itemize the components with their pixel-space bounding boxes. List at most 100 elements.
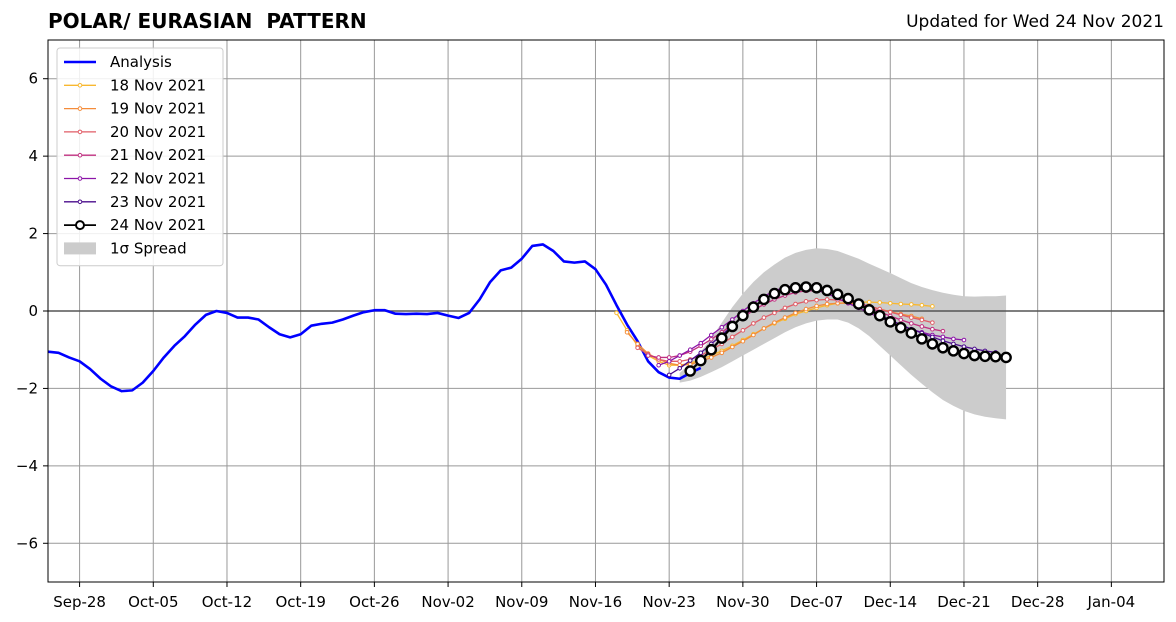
x-tick-label: Dec-21 bbox=[937, 593, 991, 611]
data-point bbox=[751, 321, 756, 326]
data-point bbox=[772, 310, 777, 316]
axes: Sep-28 Oct-05 Oct-12 Oct-19 Oct-26 Nov-02 Nov-… bbox=[16, 39, 1165, 611]
data-point bbox=[751, 332, 756, 338]
data-point bbox=[768, 287, 781, 300]
data-point bbox=[961, 337, 967, 343]
legend-label: 21 Nov 2021 bbox=[110, 146, 206, 164]
data-point bbox=[694, 354, 707, 367]
data-point bbox=[624, 329, 630, 335]
data-point bbox=[614, 310, 619, 316]
data-point bbox=[779, 283, 791, 296]
data-point bbox=[873, 309, 886, 322]
x-tick-label: Oct-05 bbox=[128, 593, 178, 611]
y-tick-label: −4 bbox=[16, 457, 38, 475]
legend-entry: Analysis bbox=[64, 53, 172, 71]
data-point bbox=[989, 350, 1002, 363]
data-point bbox=[793, 301, 798, 307]
data-point bbox=[730, 334, 735, 340]
data-point bbox=[919, 302, 925, 308]
data-point bbox=[684, 365, 697, 377]
x-tick-label: Dec-07 bbox=[790, 593, 844, 611]
data-point bbox=[698, 350, 704, 356]
legend-entry: 18 Nov 2021 bbox=[64, 76, 206, 94]
x-tick-label: Nov-30 bbox=[716, 593, 769, 611]
x-tick-label: Sep-28 bbox=[53, 593, 106, 611]
data-point bbox=[968, 349, 981, 362]
data-point bbox=[824, 301, 830, 307]
x-tick-label: Nov-09 bbox=[495, 593, 548, 611]
data-point bbox=[930, 320, 935, 325]
legend-marker bbox=[77, 83, 83, 88]
legend-entry: 1σ Spread bbox=[64, 239, 187, 257]
legend-entry: 22 Nov 2021 bbox=[64, 170, 206, 188]
data-point bbox=[852, 298, 865, 310]
data-point bbox=[656, 355, 661, 360]
legend-marker bbox=[77, 152, 83, 158]
data-point bbox=[863, 304, 876, 316]
data-point bbox=[803, 299, 809, 304]
series-line bbox=[47, 243, 702, 393]
data-point bbox=[708, 336, 714, 342]
legend-marker bbox=[77, 106, 83, 111]
legend-label: 20 Nov 2021 bbox=[110, 123, 206, 141]
data-point bbox=[758, 293, 770, 306]
y-tick-label: −2 bbox=[16, 379, 38, 397]
data-point bbox=[793, 310, 798, 316]
data-point bbox=[919, 324, 925, 329]
x-tick-label: Oct-26 bbox=[349, 593, 399, 611]
data-point bbox=[800, 281, 812, 293]
data-point bbox=[887, 309, 893, 315]
x-tick-label: Nov-23 bbox=[642, 593, 695, 611]
data-point bbox=[666, 372, 672, 378]
data-point bbox=[1000, 351, 1012, 364]
data-point bbox=[831, 288, 844, 301]
data-point bbox=[898, 312, 904, 318]
y-tick-label: 6 bbox=[28, 70, 38, 88]
x-tick-label: Jan-04 bbox=[1087, 593, 1136, 611]
legend-label: 24 Nov 2021 bbox=[110, 216, 206, 234]
data-point bbox=[656, 362, 661, 368]
data-point bbox=[814, 303, 819, 309]
data-point bbox=[645, 353, 651, 358]
legend-entry: 21 Nov 2021 bbox=[64, 146, 206, 164]
x-tick-label: Nov-02 bbox=[421, 593, 474, 611]
legend-marker bbox=[77, 129, 83, 135]
spread-layer bbox=[679, 248, 1007, 420]
data-point bbox=[877, 300, 883, 305]
chart-title: POLAR/ EURASIAN PATTERN bbox=[48, 9, 367, 33]
data-point bbox=[666, 355, 672, 360]
plot-frame bbox=[47, 39, 1165, 583]
data-point bbox=[930, 304, 935, 309]
legend-label: 19 Nov 2021 bbox=[110, 100, 206, 118]
y-tick-label: 0 bbox=[28, 302, 38, 320]
spread-band bbox=[679, 248, 1007, 420]
data-point bbox=[866, 299, 872, 305]
data-point bbox=[909, 302, 914, 307]
data-point bbox=[687, 358, 693, 363]
y-tick-label: 2 bbox=[28, 225, 38, 243]
data-point bbox=[677, 359, 682, 364]
data-point bbox=[730, 344, 735, 350]
legend-entry: 23 Nov 2021 bbox=[64, 193, 206, 211]
legend-label: 1σ Spread bbox=[110, 239, 187, 257]
data-point bbox=[821, 284, 833, 297]
series-24-nov-2021 bbox=[684, 281, 1012, 377]
data-point bbox=[894, 321, 907, 334]
data-point bbox=[677, 353, 682, 358]
y-tick-label: −6 bbox=[16, 534, 38, 552]
legend: Analysis 18 Nov 2021 19 Nov 2021 20 Nov 202… bbox=[56, 47, 224, 267]
data-point bbox=[761, 315, 767, 320]
data-point bbox=[958, 347, 970, 360]
data-point bbox=[737, 309, 749, 322]
data-point bbox=[708, 355, 714, 360]
legend-entry: 24 Nov 2021 bbox=[64, 216, 206, 234]
data-point bbox=[677, 365, 682, 371]
data-point bbox=[719, 350, 725, 356]
data-point bbox=[887, 300, 893, 306]
data-point bbox=[909, 321, 914, 326]
legend-label: 22 Nov 2021 bbox=[110, 170, 206, 188]
data-point bbox=[740, 338, 746, 344]
data-point bbox=[905, 327, 918, 339]
data-point bbox=[814, 297, 819, 303]
